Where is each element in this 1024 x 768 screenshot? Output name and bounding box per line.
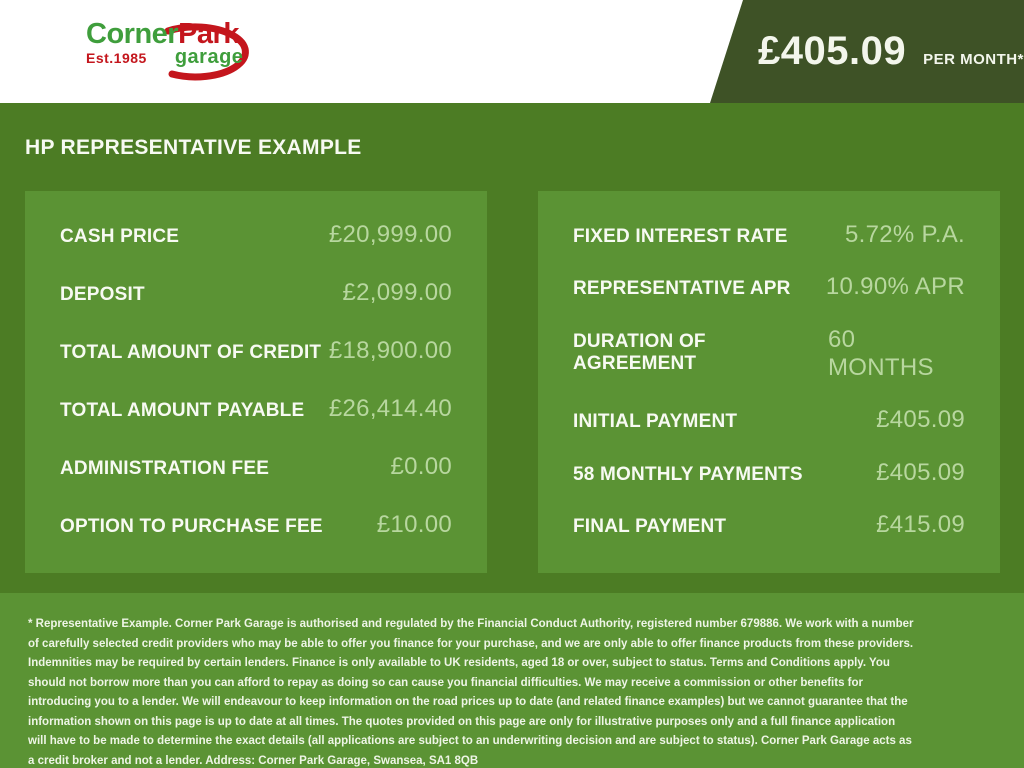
finance-row-total-credit: TOTAL AMOUNT OF CREDIT £18,900.00 [60,337,452,365]
logo-line1: CornerPark [86,20,276,49]
row-label: INITIAL PAYMENT [573,411,738,433]
row-value: 10.90% APR [825,273,965,301]
row-value: £415.09 [876,510,965,538]
finance-row-duration: DURATION OF AGREEMENT 60 MONTHS [573,326,965,382]
finance-row-cash-price: CASH PRICE £20,999.00 [60,221,452,249]
row-value: £20,999.00 [328,221,452,248]
logo-word-corner: Corner [86,18,179,50]
row-label: DURATION OF AGREEMENT [573,330,706,374]
finance-row-final-payment: FINAL PAYMENT £415.09 [573,511,965,539]
row-label: TOTAL AMOUNT PAYABLE [60,400,305,421]
logo-swoosh-icon [164,23,249,81]
row-label: CASH PRICE [60,226,180,247]
monthly-price: £405.09 [758,29,907,73]
row-label: FINAL PAYMENT [573,515,727,537]
row-value: £405.09 [876,406,965,434]
finance-row-admin-fee: ADMINISTRATION FEE £0.00 [60,453,452,481]
logo-line2: Est.1985 garage [86,46,276,69]
finance-panel-right: FIXED INTEREST RATE 5.72% P.A. REPRESENT… [538,191,1000,573]
finance-row-initial-payment: INITIAL PAYMENT £405.09 [573,406,965,434]
legal-footer: * Representative Example. Corner Park Ga… [0,593,1024,768]
finance-row-interest-rate: FIXED INTEREST RATE 5.72% P.A. [573,221,965,249]
row-value: £405.09 [876,458,965,486]
price-ribbon: £405.09 PER MONTH* [710,0,1024,103]
logo-est-1985: Est.1985 [86,50,147,66]
row-label: FIXED INTEREST RATE [573,226,788,247]
row-value: £2,099.00 [342,279,452,306]
row-label: OPTION TO PURCHASE FEE [60,516,323,537]
finance-row-apr: REPRESENTATIVE APR 10.90% APR [573,273,965,301]
header: CornerPark Est.1985 garage £405.09 PER M… [0,0,1024,103]
finance-row-monthly-payments: 58 MONTHLY PAYMENTS £405.09 [573,459,965,487]
row-label: DEPOSIT [60,284,145,305]
row-label: REPRESENTATIVE APR [573,278,791,300]
finance-row-deposit: DEPOSIT £2,099.00 [60,279,452,307]
finance-panel-left: CASH PRICE £20,999.00 DEPOSIT £2,099.00 … [25,191,487,573]
row-value: £10.00 [376,511,452,538]
row-value: 5.72% P.A. [845,221,965,248]
corner-park-garage-logo: CornerPark Est.1985 garage [86,20,276,86]
row-label: ADMINISTRATION FEE [60,458,270,479]
per-month-label: PER MONTH* [923,51,1024,68]
finance-row-option-fee: OPTION TO PURCHASE FEE £10.00 [60,511,452,539]
main-content: HP REPRESENTATIVE EXAMPLE CASH PRICE £20… [0,103,1024,593]
row-value: £0.00 [390,453,452,480]
row-label: TOTAL AMOUNT OF CREDIT [60,342,322,363]
row-value: 60 MONTHS [828,325,934,381]
finance-row-total-payable: TOTAL AMOUNT PAYABLE £26,414.40 [60,395,452,423]
logo-word-garage: garage [174,46,244,68]
disclaimer-text: * Representative Example. Corner Park Ga… [28,618,914,767]
page-title: HP REPRESENTATIVE EXAMPLE [25,136,362,159]
finance-panels: CASH PRICE £20,999.00 DEPOSIT £2,099.00 … [25,191,1000,573]
row-label: 58 MONTHLY PAYMENTS [573,463,803,485]
row-value: £18,900.00 [328,337,452,364]
logo-word-park: Park [178,18,239,50]
row-value: £26,414.40 [328,395,452,422]
